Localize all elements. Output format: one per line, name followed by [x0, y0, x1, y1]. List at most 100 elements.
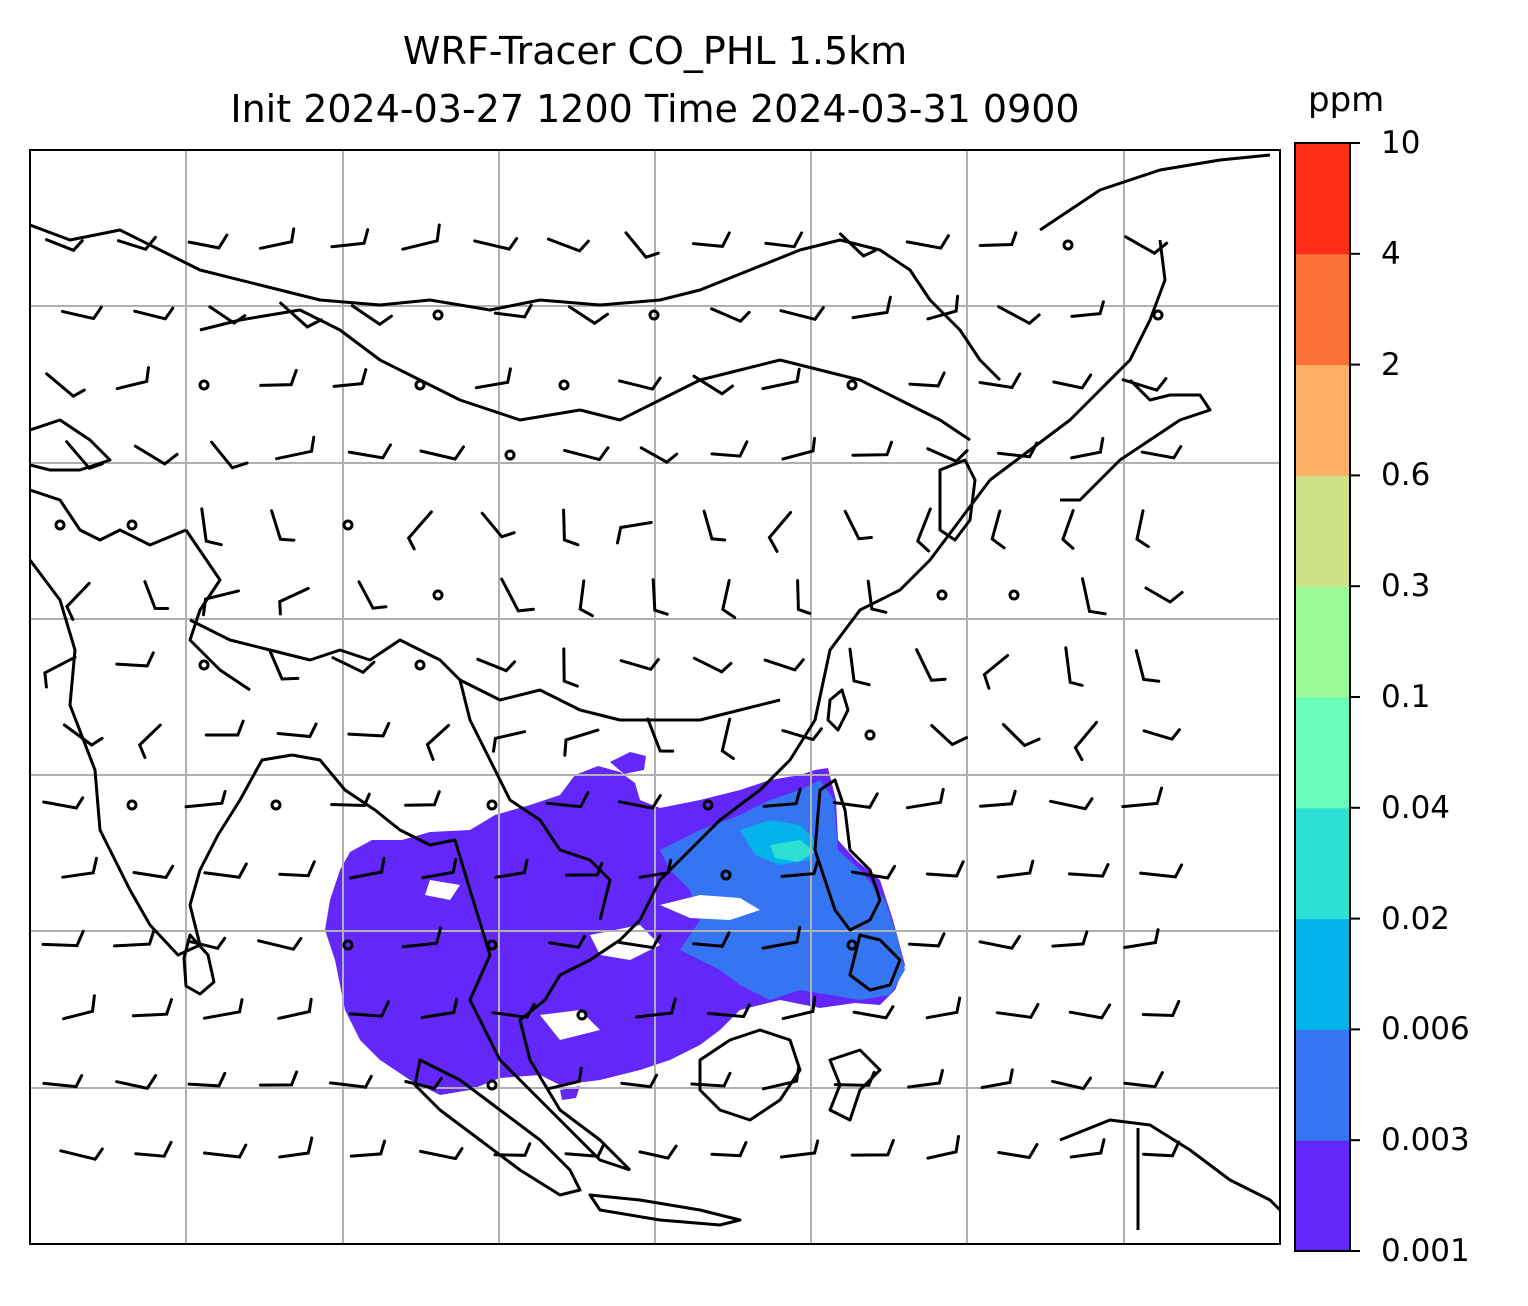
wind-barb [564, 1143, 606, 1158]
colorbar-band-6 [1295, 475, 1350, 587]
wind-barb [563, 728, 600, 757]
wind-barb [1142, 728, 1181, 741]
wind-barb [419, 445, 465, 461]
wind-barb [780, 860, 819, 878]
wind-barb [833, 1070, 876, 1087]
wind-barb [45, 238, 84, 253]
wind-barb [1052, 373, 1093, 390]
calm-wind-marker [576, 1009, 588, 1021]
border-central-asia [30, 418, 112, 472]
calm-wind-marker [558, 379, 570, 391]
wind-barb [762, 787, 802, 808]
calm-wind-marker [504, 449, 516, 461]
wind-barb [115, 366, 150, 391]
calm-wind-marker [1152, 309, 1164, 321]
wind-barb [692, 931, 731, 948]
wind-barb [41, 929, 85, 948]
wind-barb [425, 723, 451, 761]
wind-barb [1070, 436, 1105, 460]
wind-barb [62, 994, 96, 1021]
wind-barb [638, 858, 673, 879]
coast-india [30, 559, 293, 957]
coast-sulawesi [828, 1048, 882, 1122]
wind-barb [1134, 649, 1161, 683]
wind-barb [616, 521, 653, 545]
wind-barb [278, 860, 316, 878]
coast-borneo [698, 1028, 802, 1122]
wind-barb [480, 511, 516, 539]
calm-wind-markers [54, 239, 1164, 1091]
wind-barb [278, 1136, 314, 1159]
calm-wind-marker [1062, 239, 1074, 251]
wind-barb [115, 1074, 158, 1090]
calm-wind-marker [702, 799, 714, 811]
wind-barb [926, 1134, 960, 1160]
wind-barb [1139, 863, 1184, 879]
wind-barb [1141, 999, 1181, 1018]
calm-wind-marker [432, 589, 444, 601]
wind-barb [619, 658, 660, 672]
wind-barb [1142, 1140, 1181, 1158]
wind-barb [349, 1139, 387, 1158]
wind-barb [638, 1144, 678, 1160]
wind-barb [202, 1143, 248, 1159]
wind-barb [761, 925, 802, 950]
wind-barb [547, 1066, 583, 1091]
wind-barb [275, 435, 316, 461]
wind-barb [620, 1073, 659, 1089]
wind-barb [143, 580, 170, 610]
wind-barb [1121, 786, 1164, 809]
map-title-line2: Init 2024-03-27 1200 Time 2024-03-31 090… [230, 87, 1080, 131]
wind-barb [1051, 930, 1089, 948]
wind-barb [618, 794, 662, 810]
calm-wind-marker [936, 589, 948, 601]
wind-barb [419, 1147, 464, 1161]
wind-barb [348, 856, 386, 880]
colorbar-tick-label: 0.04 [1381, 789, 1451, 826]
coast-newguinea [1059, 1118, 1280, 1212]
wind-barb [1123, 1071, 1164, 1089]
wind-barb [720, 717, 735, 760]
wind-barb [43, 655, 77, 689]
wind-barb [997, 305, 1041, 326]
wind-barb [781, 995, 817, 1021]
wind-barb [188, 936, 227, 950]
wind-barb [915, 507, 932, 553]
wind-barb [1061, 509, 1075, 550]
wind-barb [1135, 509, 1150, 549]
coast-korea [938, 458, 977, 542]
wind-barb [843, 509, 873, 541]
wind-barb [202, 589, 240, 617]
colorbar [1295, 142, 1360, 1252]
plume-level-4 [770, 840, 815, 862]
coast-taiwan [826, 688, 850, 732]
wind-barb [203, 862, 248, 879]
wind-barb [702, 509, 727, 542]
wind-barb [258, 1070, 299, 1087]
wind-barb [404, 1076, 443, 1091]
wind-barb [131, 998, 173, 1018]
map-title-line1: WRF-Tracer CO_PHL 1.5km [402, 29, 908, 73]
calm-wind-marker [486, 1079, 498, 1091]
wind-barb [1140, 445, 1183, 460]
colorbar-tick-label: 0.02 [1381, 900, 1451, 937]
wind-barb [134, 1140, 173, 1158]
wind-barb [259, 368, 298, 387]
wind-barb [930, 724, 969, 747]
wind-barb [996, 441, 1039, 459]
wind-barb [781, 436, 816, 461]
wind-barb [65, 440, 104, 471]
wind-barb [908, 932, 946, 948]
wind-barb [1064, 646, 1084, 687]
colorbar-band-7 [1295, 364, 1350, 476]
calm-wind-marker [864, 729, 876, 741]
coastlines [30, 153, 1280, 1230]
wind-barb [270, 509, 296, 542]
wind-barb [137, 723, 162, 759]
wind-barb [115, 651, 155, 668]
calm-wind-marker [846, 939, 858, 951]
colorbar-tick-label: 0.1 [1381, 679, 1431, 715]
colorbar-band-5 [1295, 586, 1350, 698]
wind-barb [710, 307, 751, 323]
wind-barb [328, 1074, 373, 1089]
